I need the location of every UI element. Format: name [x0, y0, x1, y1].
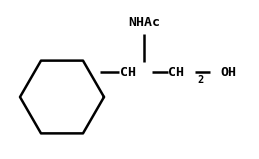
- Text: OH: OH: [220, 66, 236, 79]
- Text: NHAc: NHAc: [128, 15, 160, 28]
- Text: 2: 2: [197, 75, 203, 85]
- Text: CH: CH: [168, 66, 184, 79]
- Text: CH: CH: [120, 66, 136, 79]
